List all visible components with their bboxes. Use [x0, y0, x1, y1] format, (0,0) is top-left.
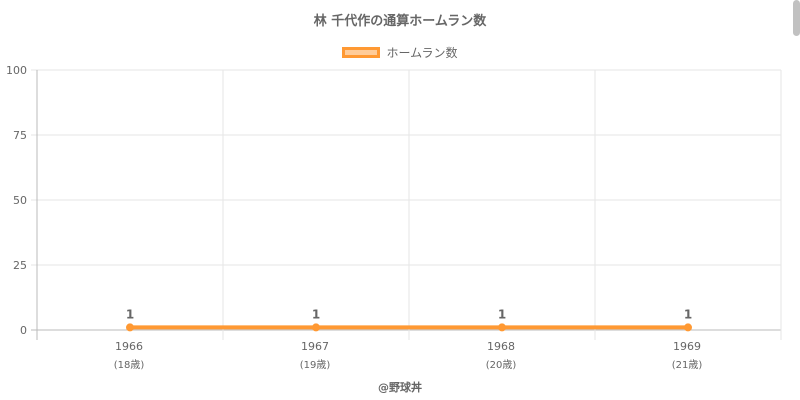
- x-tick-label: 1968: [487, 340, 515, 353]
- footer-credit: @野球丼: [378, 381, 422, 394]
- y-tick-label: 0: [20, 324, 27, 337]
- y-tick-label: 100: [6, 64, 27, 77]
- y-tick-label: 25: [13, 259, 27, 272]
- data-label: 1: [498, 307, 506, 321]
- x-tick-sublabel: (19歳): [300, 359, 331, 371]
- legend-swatch: [342, 47, 381, 58]
- data-label: 1: [684, 307, 692, 321]
- x-tick-sublabel: (21歳): [672, 359, 703, 371]
- scrollbar-thumb[interactable]: [793, 0, 800, 36]
- legend-label: ホームラン数: [386, 46, 458, 60]
- y-tick-label: 50: [13, 194, 27, 207]
- data-point: [498, 323, 506, 332]
- legend[interactable]: ホームラン数: [0, 44, 800, 61]
- x-tick-sublabel: (18歳): [114, 359, 145, 371]
- data-point: [126, 323, 134, 332]
- scrollbar-track[interactable]: [792, 0, 800, 400]
- x-tick-label: 1969: [673, 340, 701, 353]
- data-label: 1: [126, 307, 134, 321]
- x-tick-sublabel: (20歳): [486, 359, 517, 371]
- y-tick-label: 75: [13, 129, 27, 142]
- data-label: 1: [312, 307, 320, 321]
- chart-title: 林 千代作の通算ホームラン数: [313, 14, 487, 29]
- data-point: [312, 323, 320, 332]
- data-point: [684, 323, 692, 332]
- x-tick-label: 1967: [301, 340, 329, 353]
- x-tick-label: 1966: [115, 340, 143, 353]
